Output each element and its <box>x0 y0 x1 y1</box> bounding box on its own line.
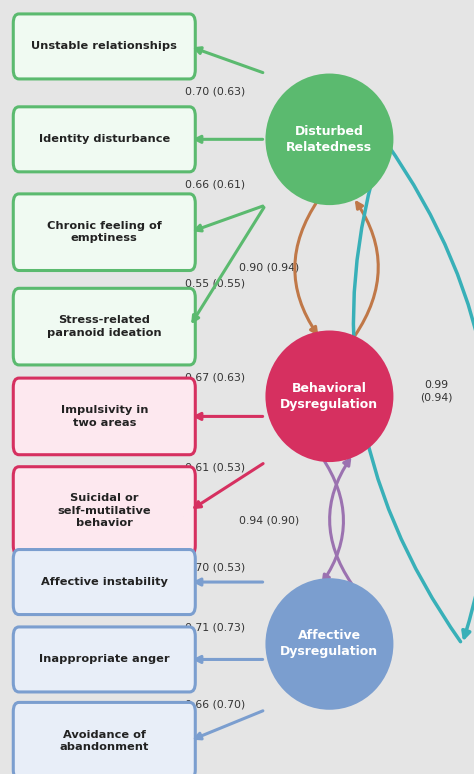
Text: 0.55 (0.55): 0.55 (0.55) <box>185 279 245 288</box>
Text: 0.70 (0.63): 0.70 (0.63) <box>185 87 245 97</box>
Text: 0.94 (0.90): 0.94 (0.90) <box>239 515 300 525</box>
FancyBboxPatch shape <box>13 627 195 692</box>
Ellipse shape <box>265 74 393 205</box>
Text: Disturbed
Relatedness: Disturbed Relatedness <box>286 125 373 154</box>
Text: 0.70 (0.53): 0.70 (0.53) <box>185 563 245 573</box>
Text: Stress-related
paranoid ideation: Stress-related paranoid ideation <box>47 316 162 337</box>
Text: Unstable relationships: Unstable relationships <box>31 42 177 51</box>
Text: 0.67 (0.63): 0.67 (0.63) <box>185 373 245 382</box>
FancyBboxPatch shape <box>13 14 195 79</box>
FancyBboxPatch shape <box>13 467 195 555</box>
FancyBboxPatch shape <box>13 378 195 454</box>
Text: Identity disturbance: Identity disturbance <box>39 135 170 144</box>
FancyBboxPatch shape <box>13 703 195 774</box>
Text: Chronic feeling of
emptiness: Chronic feeling of emptiness <box>47 221 162 243</box>
Text: Impulsivity in
two areas: Impulsivity in two areas <box>61 406 148 427</box>
Text: Affective instability: Affective instability <box>41 577 168 587</box>
Text: 0.90 (0.94): 0.90 (0.94) <box>239 263 300 272</box>
Text: 0.71 (0.73): 0.71 (0.73) <box>185 622 245 632</box>
Text: 0.66 (0.61): 0.66 (0.61) <box>185 180 245 190</box>
Text: Suicidal or
self-mutilative
behavior: Suicidal or self-mutilative behavior <box>57 494 151 528</box>
Ellipse shape <box>265 330 393 462</box>
Ellipse shape <box>265 578 393 710</box>
Text: Avoidance of
abandonment: Avoidance of abandonment <box>60 730 149 752</box>
FancyBboxPatch shape <box>13 289 195 365</box>
FancyBboxPatch shape <box>13 550 195 615</box>
Text: 0.99
(0.94): 0.99 (0.94) <box>420 381 452 402</box>
FancyBboxPatch shape <box>13 107 195 172</box>
Text: 0.61 (0.53): 0.61 (0.53) <box>185 462 245 472</box>
FancyBboxPatch shape <box>13 194 195 271</box>
Text: Behavioral
Dysregulation: Behavioral Dysregulation <box>280 382 379 411</box>
Text: Inappropriate anger: Inappropriate anger <box>39 655 170 664</box>
Text: Affective
Dysregulation: Affective Dysregulation <box>280 629 379 659</box>
Text: 0.66 (0.70): 0.66 (0.70) <box>185 700 245 710</box>
